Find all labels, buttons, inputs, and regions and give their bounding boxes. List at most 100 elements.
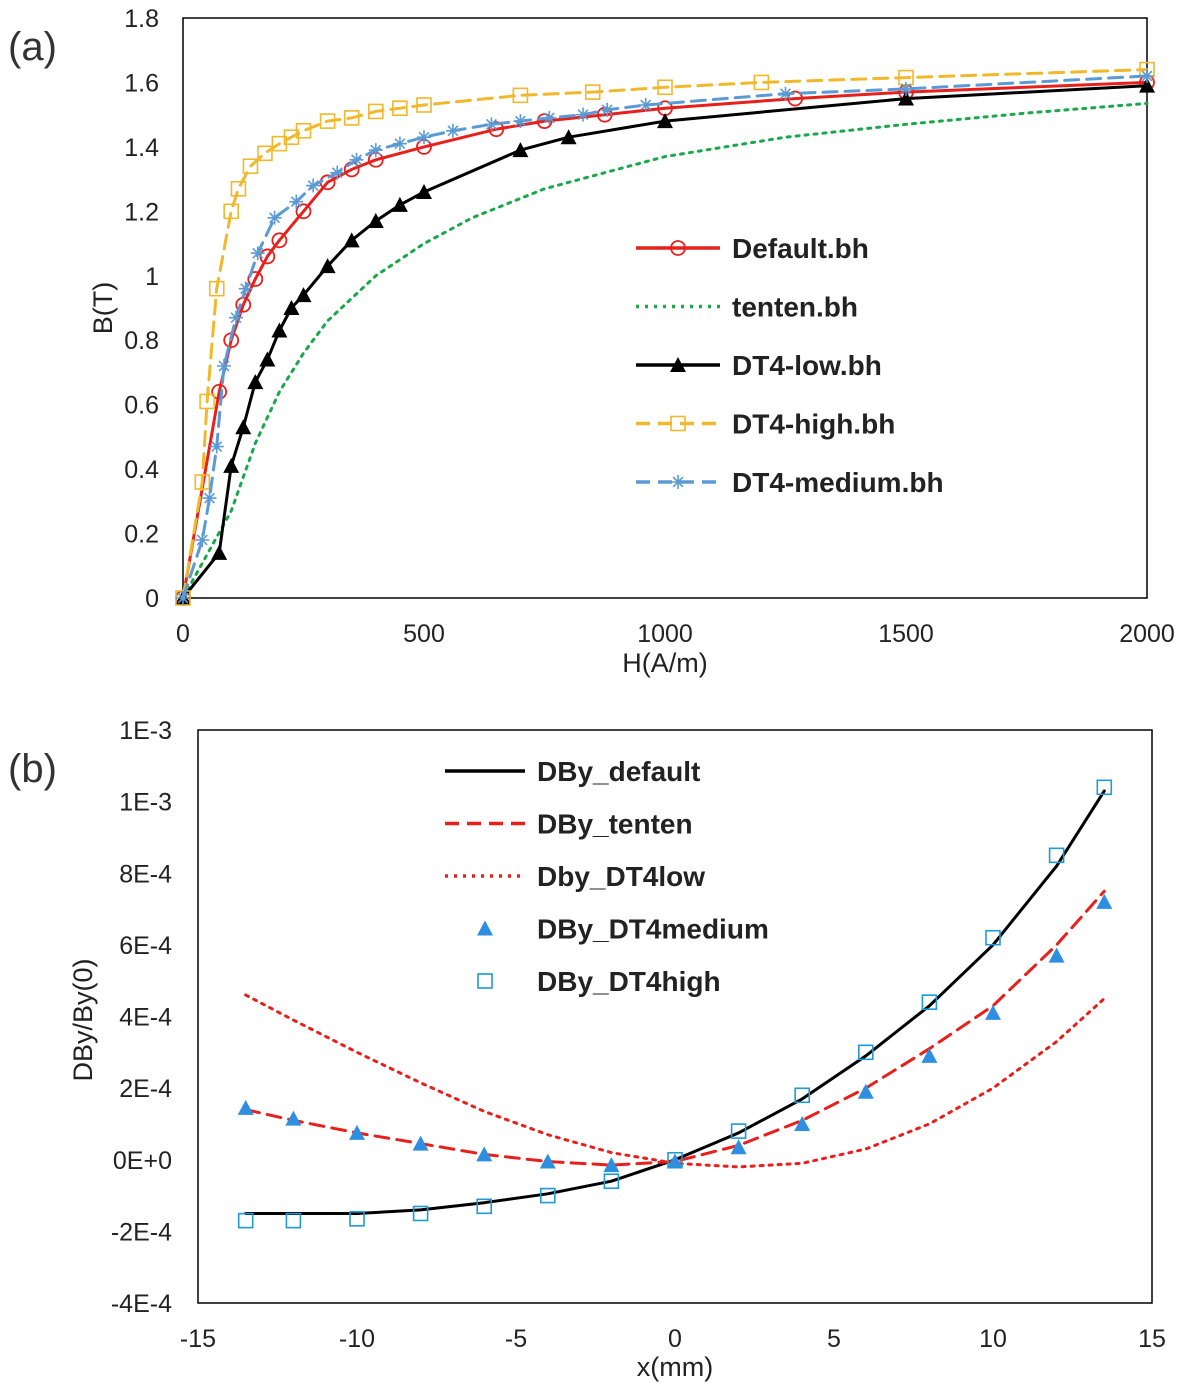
data-point xyxy=(488,121,505,138)
x-tick-label: 15 xyxy=(1138,1325,1166,1353)
data-point xyxy=(319,258,336,274)
data-point xyxy=(542,110,557,125)
x-tick-label: 2000 xyxy=(1119,620,1175,648)
data-point xyxy=(412,1135,429,1151)
y-tick-label: 0E+0 xyxy=(113,1147,172,1175)
data-point xyxy=(247,271,264,287)
series-line xyxy=(244,889,1106,1167)
panel-b-plot-frame xyxy=(197,729,1153,1304)
data-point xyxy=(211,544,228,560)
y-tick-label: 1.8 xyxy=(124,5,159,33)
series-DT4-high.bh xyxy=(175,61,1155,606)
y-tick-label: 0.8 xyxy=(124,327,159,355)
data-point xyxy=(539,1153,556,1169)
data-point xyxy=(289,194,304,209)
x-tick-label: -15 xyxy=(180,1325,216,1353)
y-tick-label: 4E-4 xyxy=(119,1004,172,1032)
series-line xyxy=(244,993,1106,1169)
data-point xyxy=(600,102,615,117)
data-point xyxy=(295,287,312,303)
data-point xyxy=(250,246,265,261)
data-point xyxy=(368,143,383,158)
panel-a: (a) 0 500 1000 1500 2000 0 0.2 0.4 0.6 0.8 1 1.2 1.… xyxy=(8,5,1175,678)
data-point xyxy=(899,81,913,96)
x-tick-label: 0 xyxy=(668,1325,682,1353)
y-tick-label: -2E-4 xyxy=(111,1218,172,1246)
legend-item: Dby_DT4low xyxy=(445,861,705,892)
data-point xyxy=(787,90,804,107)
panel-a-legend: Default.bh tenten.bh DT4-low.bh DT4-high.bh… xyxy=(636,233,944,498)
legend-label: DBy_DT4high xyxy=(537,966,721,997)
data-point xyxy=(794,1087,811,1104)
legend-item: DBy_default xyxy=(445,756,700,787)
y-tick-label: 8E-4 xyxy=(119,860,172,888)
series-DBy_tenten xyxy=(244,889,1106,1167)
data-point xyxy=(230,180,247,197)
data-point xyxy=(271,232,288,249)
legend-label: DT4-medium.bh xyxy=(732,467,944,498)
panel-a-label: (a) xyxy=(8,25,57,69)
series-tenten.bh xyxy=(181,101,1149,600)
panel-b: (b) -15 -10 -5 0 5 10 15 -4E-4 -2E-4 0E+0 2E-4 4E-… xyxy=(8,717,1166,1382)
data-point xyxy=(657,113,673,129)
data-point xyxy=(283,300,300,315)
panel-a-x-ticks: 0 500 1000 1500 2000 xyxy=(176,620,1175,648)
data-point xyxy=(235,419,252,435)
data-point xyxy=(216,359,231,373)
data-point xyxy=(257,145,273,162)
panel-a-y-axis-label: B(T) xyxy=(88,282,118,334)
series-DBy_DT4medium xyxy=(237,893,1113,1173)
panel-b-series xyxy=(237,779,1113,1229)
data-point xyxy=(560,129,577,145)
data-point xyxy=(667,1153,683,1169)
data-point xyxy=(539,1187,556,1204)
y-tick-label: 1.2 xyxy=(124,198,159,226)
series-DT4-low.bh xyxy=(175,77,1155,605)
data-point xyxy=(921,994,938,1010)
data-point xyxy=(319,113,336,129)
data-point xyxy=(985,929,1001,946)
data-point xyxy=(657,79,673,96)
legend-item: Default.bh xyxy=(636,233,869,264)
data-point xyxy=(237,1212,254,1229)
data-point xyxy=(412,1205,429,1222)
legend-marker xyxy=(477,920,493,936)
y-tick-label: 1E-3 xyxy=(119,789,172,817)
panel-b-legend: DBy_default DBy_tenten Dby_DT4low DBy_DT4me… xyxy=(445,756,769,997)
data-point xyxy=(271,322,288,338)
data-point xyxy=(295,122,312,139)
data-point xyxy=(247,374,264,390)
x-tick-label: 10 xyxy=(979,1325,1007,1353)
x-tick-label: -5 xyxy=(505,1325,527,1353)
legend-label: DBy_default xyxy=(537,756,700,787)
data-point xyxy=(176,591,190,605)
data-point xyxy=(306,178,321,193)
data-point xyxy=(242,158,259,175)
data-point xyxy=(416,184,432,199)
x-tick-label: 1000 xyxy=(637,620,693,648)
data-point xyxy=(857,1044,874,1061)
data-point xyxy=(1096,893,1113,909)
y-tick-label: 1E-3 xyxy=(119,717,172,745)
panel-a-x-axis-label: H(A/m) xyxy=(622,648,707,678)
data-point xyxy=(513,114,528,129)
y-tick-label: 0.6 xyxy=(124,392,159,420)
data-point xyxy=(237,1099,254,1115)
y-tick-label: 0.2 xyxy=(124,521,159,549)
series-Default.bh xyxy=(175,74,1155,606)
legend-label: tenten.bh xyxy=(732,292,858,323)
data-point xyxy=(367,103,384,120)
data-point xyxy=(730,1123,747,1139)
data-point xyxy=(349,152,364,167)
data-point xyxy=(730,1139,747,1155)
legend-item: DT4-low.bh xyxy=(636,350,882,381)
y-tick-label: 1.4 xyxy=(124,134,159,162)
panel-a-y-ticks: 0 0.2 0.4 0.6 0.8 1 1.2 1.4 1.6 1.8 xyxy=(124,5,159,613)
legend-item: DBy_tenten xyxy=(445,809,693,840)
series-line xyxy=(181,68,1149,600)
data-point xyxy=(330,165,345,180)
data-point xyxy=(267,210,282,225)
data-point xyxy=(603,1173,620,1190)
data-point xyxy=(229,310,244,325)
